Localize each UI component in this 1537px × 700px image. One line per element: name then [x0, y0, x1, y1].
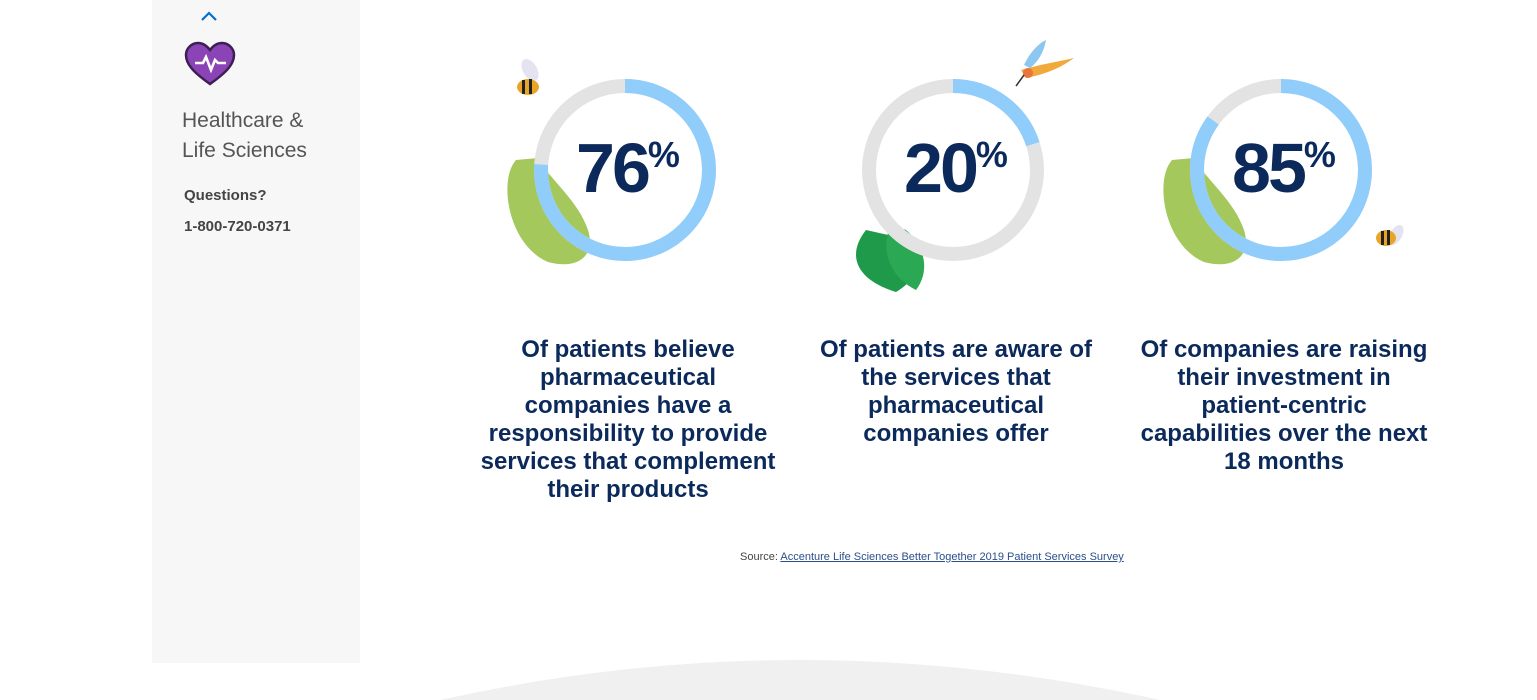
source-note: Source: Accenture Life Sciences Better T… [740, 551, 1124, 563]
stat-description: Of companies are raising their investmen… [1140, 336, 1428, 475]
bee-icon [517, 59, 539, 95]
sidebar-category-title: Healthcare & Life Sciences [182, 106, 352, 166]
stat-ring-art [1163, 79, 1404, 265]
stat-value: 76% [478, 128, 778, 208]
stat-ring-art [856, 40, 1074, 292]
category-title-line1: Healthcare & [182, 109, 304, 132]
heart-pulse-icon [184, 41, 236, 86]
chevron-up-icon[interactable] [198, 8, 220, 24]
category-title-line2: Life Sciences [182, 139, 307, 162]
stat-number: 76 [576, 129, 651, 207]
stat-description: Of patients are aware of the services th… [819, 336, 1093, 447]
stat-value: 85% [1134, 128, 1434, 208]
ring-progress [1190, 79, 1372, 261]
stat-card: 20% Of patients are aware of the service… [806, 0, 1106, 540]
sidebar [152, 0, 360, 663]
stat-unit: % [647, 134, 680, 175]
ring-progress [862, 79, 1044, 261]
stat-ring-art [507, 59, 716, 265]
stat-value: 20% [806, 128, 1106, 208]
stat-unit: % [975, 134, 1008, 175]
phone-link[interactable]: 1-800-720-0371 [184, 218, 291, 235]
questions-label: Questions? [184, 187, 267, 204]
stat-unit: % [1303, 134, 1336, 175]
bee-icon [1376, 225, 1404, 246]
source-link[interactable]: Accenture Life Sciences Better Together … [780, 551, 1124, 563]
section-divider-arc [440, 660, 1160, 700]
ring-progress [534, 79, 716, 261]
hummingbird-icon [1015, 40, 1074, 87]
stat-number: 85 [1232, 129, 1307, 207]
stat-description: Of patients believe pharmaceutical compa… [480, 336, 776, 503]
stat-number: 20 [904, 129, 979, 207]
source-label: Source: [740, 551, 778, 563]
stat-card: 85% Of companies are raising their inves… [1134, 0, 1434, 540]
stat-card: 76% Of patients believe pharmaceutical c… [478, 0, 778, 540]
